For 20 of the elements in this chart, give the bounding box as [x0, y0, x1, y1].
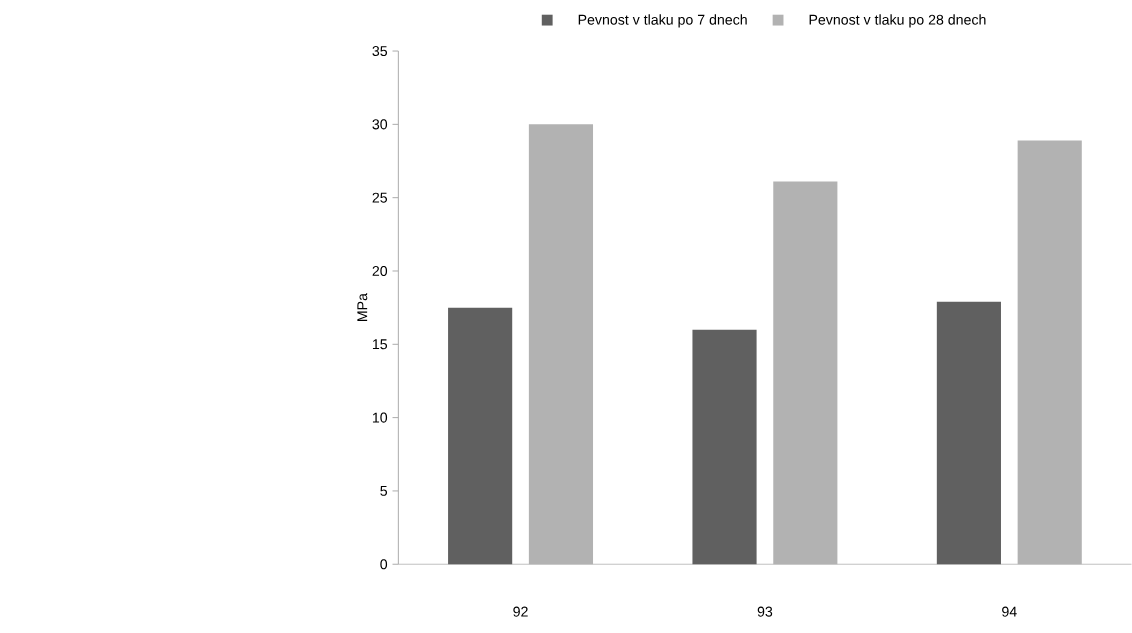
legend-label: Pevnost v tlaku po 7 dnech: [578, 14, 747, 28]
y-tick-label: 30: [372, 119, 388, 130]
bar: [448, 307, 513, 565]
x-tick-label: 93: [757, 606, 773, 617]
y-tick-label: 0: [380, 559, 388, 570]
x-tick-label: 92: [513, 606, 528, 617]
bar: [773, 181, 838, 565]
legend-label: Pevnost v tlaku po 28 dnech: [809, 14, 986, 28]
y-tick-label: 15: [372, 339, 388, 350]
bar: [936, 301, 1001, 565]
x-tick-label: 94: [1002, 606, 1017, 617]
y-tick-label: 25: [372, 192, 388, 203]
y-axis-title: MPa: [357, 293, 368, 321]
y-tick-label: 20: [372, 265, 388, 276]
y-tick-label: 35: [372, 45, 388, 56]
y-tick-label: 5: [380, 485, 388, 496]
bar: [1017, 140, 1082, 565]
y-tick-label: 10: [372, 412, 388, 423]
bar: [692, 329, 757, 565]
bar: [528, 124, 594, 565]
